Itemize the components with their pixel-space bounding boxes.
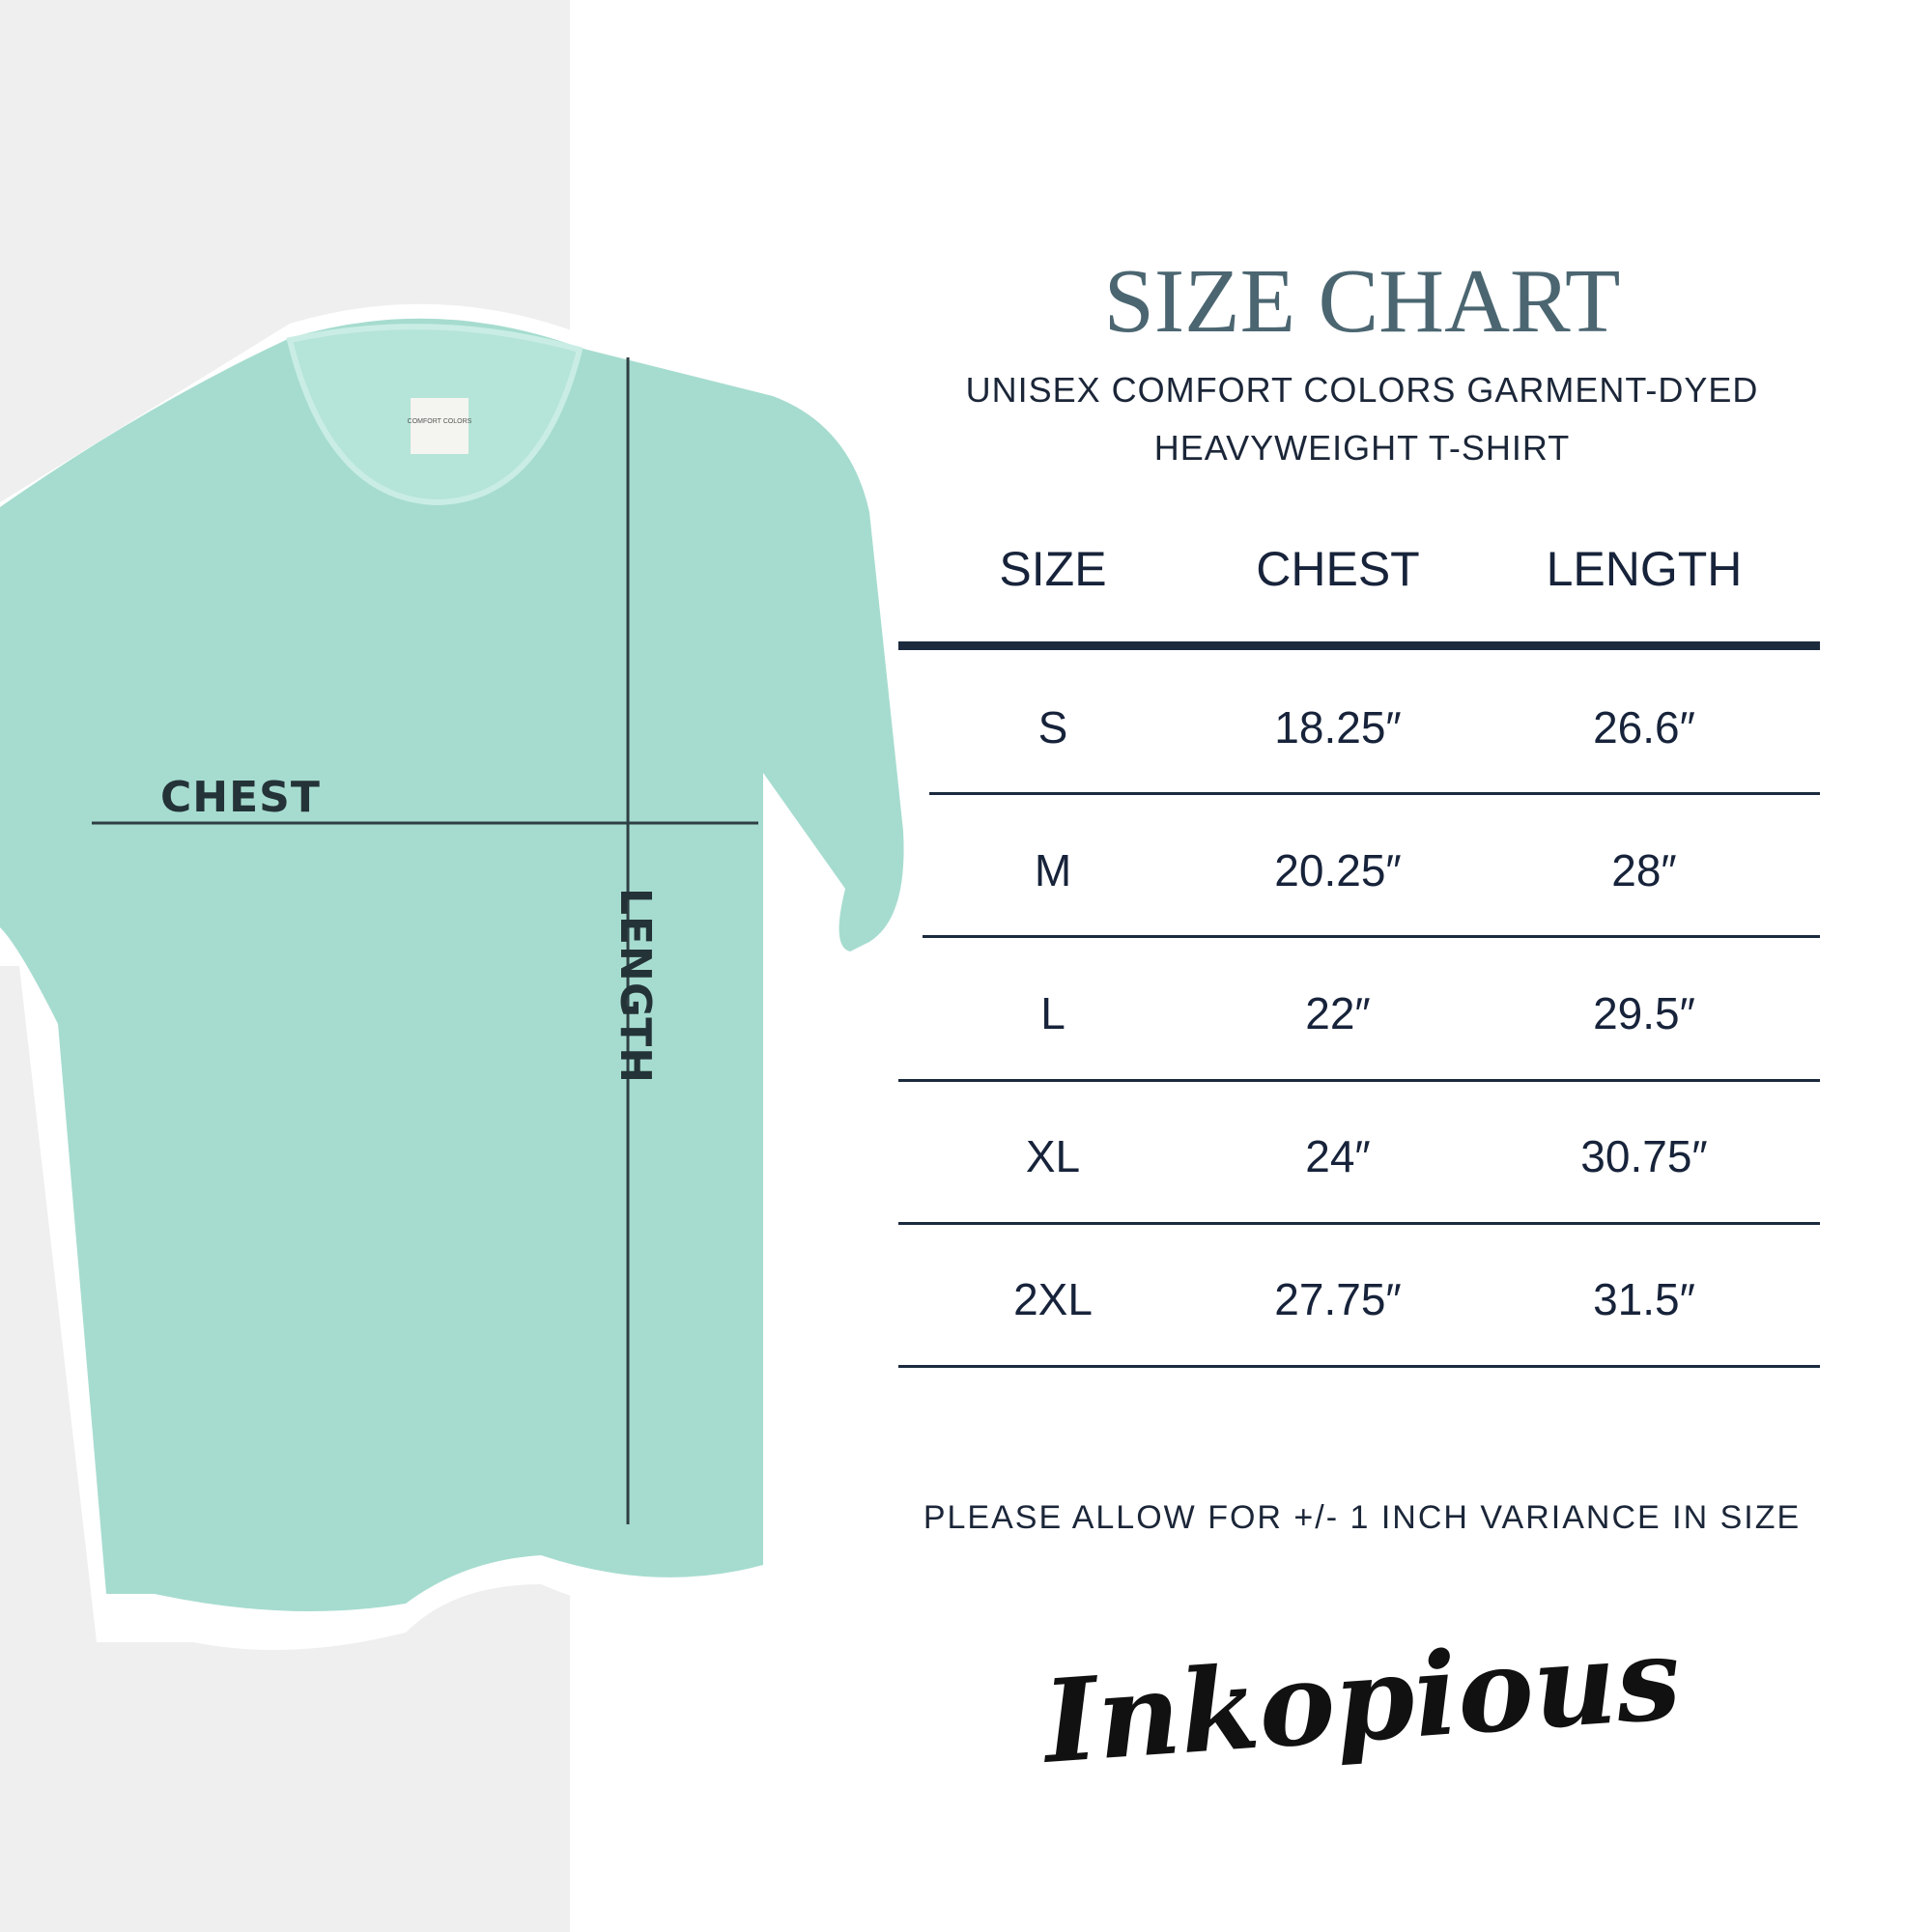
cell-chest: 24″	[1305, 1131, 1371, 1181]
shirt-body	[0, 318, 904, 1611]
cell-length: 30.75″	[1580, 1131, 1708, 1181]
cell-size: 2XL	[1013, 1274, 1093, 1324]
length-label: LENGTH	[611, 887, 661, 1085]
header-divider	[898, 641, 1820, 650]
column-header-length: LENGTH	[1546, 542, 1743, 596]
row-divider	[898, 1365, 1820, 1368]
subtitle-text-1: UNISEX COMFORT COLORS GARMENT-DYED	[965, 370, 1759, 410]
column-header-size: SIZE	[999, 542, 1107, 596]
cell-chest: 27.75″	[1274, 1274, 1402, 1324]
cell-size: M	[1034, 845, 1072, 895]
cell-chest: 20.25″	[1274, 845, 1402, 895]
shirt-tag	[411, 398, 469, 454]
cell-size: L	[1040, 988, 1065, 1038]
column-header-chest: CHEST	[1256, 542, 1420, 596]
row-divider	[898, 1079, 1820, 1082]
cell-chest: 18.25″	[1274, 702, 1402, 753]
cell-size: S	[1037, 702, 1068, 753]
cell-length: 31.5″	[1593, 1274, 1695, 1324]
row-divider	[923, 935, 1820, 938]
row-divider	[898, 1222, 1820, 1225]
page-title: SIZE CHART	[869, 253, 1855, 350]
tag-text: COMFORT COLORS	[408, 418, 472, 425]
subtitle-line2: HEAVYWEIGHT T-SHIRT	[869, 427, 1855, 469]
cell-length: 28″	[1611, 845, 1677, 895]
row-divider	[929, 792, 1820, 795]
title-text: SIZE CHART	[1103, 251, 1621, 352]
cell-length: 26.6″	[1593, 702, 1695, 753]
subtitle-line1: UNISEX COMFORT COLORS GARMENT-DYED	[869, 369, 1855, 412]
cell-size: XL	[1025, 1131, 1081, 1181]
chest-label: CHEST	[160, 773, 321, 822]
cell-length: 29.5″	[1593, 988, 1695, 1038]
cell-chest: 22″	[1305, 988, 1371, 1038]
variance-note: PLEASE ALLOW FOR +/- 1 INCH VARIANCE IN …	[923, 1499, 1802, 1536]
subtitle-text-2: HEAVYWEIGHT T-SHIRT	[1153, 428, 1571, 468]
